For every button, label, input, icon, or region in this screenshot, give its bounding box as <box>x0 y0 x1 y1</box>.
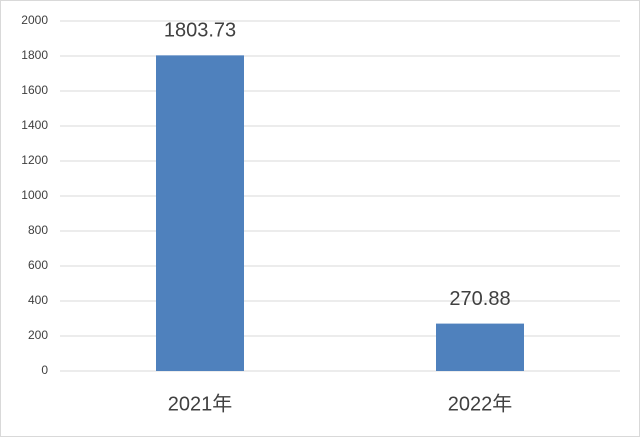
y-tick-label: 1600 <box>21 83 48 97</box>
y-tick-label: 1200 <box>21 153 48 167</box>
y-tick-label: 2000 <box>21 13 48 27</box>
data-label: 1803.73 <box>164 20 236 42</box>
y-tick-label: 1000 <box>21 188 48 202</box>
y-tick-label: 200 <box>28 328 48 342</box>
y-tick-label: 400 <box>28 293 48 307</box>
y-tick-label: 0 <box>41 363 48 377</box>
bar <box>156 55 244 371</box>
x-tick-label: 2022年 <box>448 392 513 415</box>
y-tick-label: 1400 <box>21 118 48 132</box>
bar <box>436 323 524 371</box>
x-tick-label: 2021年 <box>168 392 233 415</box>
data-label: 270.88 <box>449 288 510 310</box>
y-tick-label: 1800 <box>21 48 48 62</box>
y-tick-label: 600 <box>28 258 48 272</box>
y-tick-label: 800 <box>28 223 48 237</box>
